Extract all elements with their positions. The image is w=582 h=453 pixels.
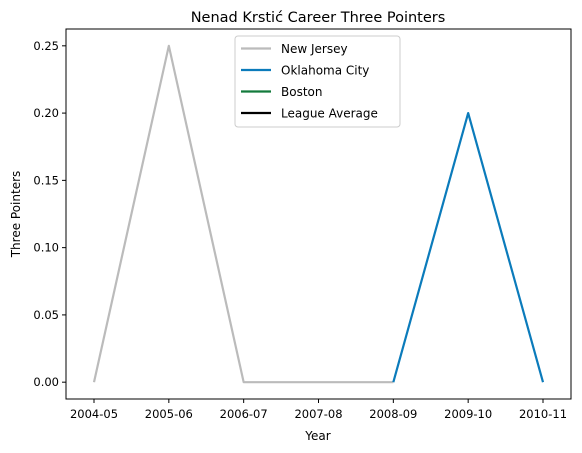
y-tick-label: 0.20 bbox=[33, 106, 59, 120]
legend-label: Boston bbox=[281, 85, 322, 99]
series-line-0 bbox=[92, 44, 394, 384]
y-tick-label: 0.05 bbox=[33, 308, 59, 322]
y-axis: 0.00 0.05 0.10 0.15 0.20 0.25 bbox=[33, 39, 66, 389]
y-tick-label: 0.15 bbox=[33, 173, 59, 187]
x-tick-label: 2009-10 bbox=[444, 407, 492, 421]
series-layer bbox=[92, 44, 545, 384]
x-axis: 2004-05 2005-06 2006-07 2007-08 2008-09 2009-… bbox=[70, 399, 567, 421]
y-tick-label: 0.25 bbox=[33, 39, 59, 53]
y-tick-label: 0.10 bbox=[33, 241, 59, 255]
x-tick-label: 2010-11 bbox=[519, 407, 567, 421]
y-axis-label: Three Pointers bbox=[9, 171, 23, 259]
legend-label: League Average bbox=[281, 107, 378, 121]
chart-title: Nenad Krstić Career Three Pointers bbox=[191, 10, 446, 26]
x-tick-label: 2006-07 bbox=[220, 407, 268, 421]
legend-label: New Jersey bbox=[281, 42, 348, 56]
series-line-1 bbox=[392, 111, 545, 383]
legend-label: Oklahoma City bbox=[281, 64, 369, 78]
x-tick-label: 2005-06 bbox=[145, 407, 193, 421]
legend: New Jersey Oklahoma City Boston League Aver… bbox=[234, 35, 401, 128]
legend-box bbox=[234, 35, 401, 128]
x-axis-label: Year bbox=[304, 429, 330, 443]
x-tick-label: 2004-05 bbox=[70, 407, 118, 421]
x-tick-label: 2007-08 bbox=[294, 407, 342, 421]
y-tick-label: 0.00 bbox=[33, 375, 59, 389]
x-tick-label: 2008-09 bbox=[369, 407, 417, 421]
